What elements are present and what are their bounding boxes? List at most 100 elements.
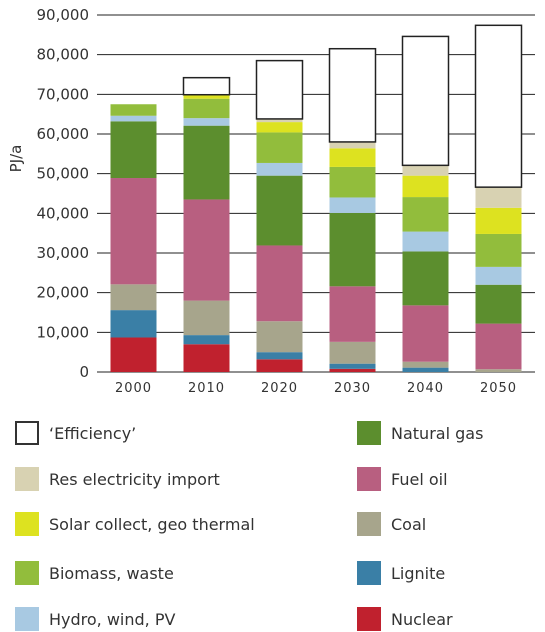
bar-segment xyxy=(402,361,449,368)
bar-segment xyxy=(329,212,376,287)
bar-segment xyxy=(110,337,157,372)
bar-segment xyxy=(401,35,450,167)
bar-segment xyxy=(402,231,449,252)
bar-segment xyxy=(402,305,449,362)
legend-item-lignite: Lignite xyxy=(357,560,445,586)
bar-segment xyxy=(329,363,376,369)
legend-swatch xyxy=(357,421,381,445)
bar-segment xyxy=(474,24,523,188)
bar-segment xyxy=(110,178,157,285)
bar-segment xyxy=(183,98,230,119)
x-tick-label: 2010 xyxy=(188,381,225,396)
y-tick-label: 80,000 xyxy=(37,46,90,64)
bar-segment xyxy=(256,352,303,360)
legend-swatch xyxy=(15,512,39,536)
bar-segment xyxy=(183,335,230,345)
y-tick-label: 0 xyxy=(79,363,89,381)
legend-label: Biomass, waste xyxy=(49,563,174,583)
bar-segment xyxy=(329,368,376,372)
bar-segment xyxy=(256,245,303,322)
bar-segment xyxy=(255,59,304,120)
legend-label: Fuel oil xyxy=(391,469,448,489)
bar-segment xyxy=(183,94,230,99)
bar-segment xyxy=(475,369,522,372)
bar-segment xyxy=(110,121,157,179)
y-tick-label: 90,000 xyxy=(37,6,90,24)
bar-segment xyxy=(183,344,230,372)
legend-swatch xyxy=(357,607,381,631)
y-tick-label: 70,000 xyxy=(37,85,90,103)
legend-swatch xyxy=(357,512,381,536)
legend-item-res-electricity-import: Res electricity import xyxy=(15,466,220,492)
legend-swatch xyxy=(15,561,39,585)
legend-swatch xyxy=(15,467,39,491)
bar-segment xyxy=(183,118,230,126)
y-tick-label: 10,000 xyxy=(37,323,90,341)
legend-label: Natural gas xyxy=(391,423,484,443)
bar-segment xyxy=(110,310,157,338)
legend-label: Nuclear xyxy=(391,609,453,629)
y-tick-label: 30,000 xyxy=(37,244,90,262)
legend-label: Solar collect, geo thermal xyxy=(49,514,255,534)
bar-segment xyxy=(402,251,449,306)
bar-segment xyxy=(475,207,522,234)
bar-segment xyxy=(110,284,157,311)
bar-segment xyxy=(256,132,303,163)
legend-swatch xyxy=(15,421,39,445)
legend-swatch xyxy=(357,561,381,585)
bar-segment xyxy=(329,341,376,364)
x-tick-label: 2020 xyxy=(261,381,298,396)
legend-swatch xyxy=(15,607,39,631)
bar-segment xyxy=(183,300,230,336)
legend-item-natural-gas: Natural gas xyxy=(357,420,483,446)
y-tick-label: 50,000 xyxy=(37,165,90,183)
bar-segment xyxy=(183,199,230,301)
legend-item-hydro-wind-pv: Hydro, wind, PV xyxy=(15,606,175,632)
bar-segment xyxy=(329,141,376,149)
bar-segment xyxy=(402,165,449,176)
bar-segment xyxy=(475,187,522,208)
bar-segment xyxy=(256,359,303,372)
legend-item-biomass-waste: Biomass, waste xyxy=(15,560,174,586)
bar-segment xyxy=(475,284,522,324)
bar-segment xyxy=(256,122,303,133)
bar-segment xyxy=(329,197,376,213)
legend-label: Res electricity import xyxy=(49,469,220,489)
legend-label: Coal xyxy=(391,514,427,534)
bar-segment xyxy=(402,197,449,232)
bar-segment xyxy=(182,76,231,96)
y-tick-label: 60,000 xyxy=(37,125,90,143)
bar-segment xyxy=(475,233,522,267)
bar-segment xyxy=(475,266,522,285)
legend-item-efficiency: ‘Efficiency’ xyxy=(15,420,136,446)
y-tick-label: 40,000 xyxy=(37,204,90,222)
bar-segment xyxy=(110,115,157,122)
legend-label: Lignite xyxy=(391,563,446,583)
legend-item-nuclear: Nuclear xyxy=(357,606,453,632)
legend-item-fuel-oil: Fuel oil xyxy=(357,466,448,492)
bar-segment xyxy=(183,125,230,200)
bar-segment xyxy=(328,47,377,143)
stacked-bar-chart: 0 10,000 20,000 30,000 40,000 50,000 60,000 70,… xyxy=(7,6,535,396)
y-axis-label: PJ/a xyxy=(7,145,25,173)
x-tick-label: 2050 xyxy=(480,381,517,396)
legend-label: Hydro, wind, PV xyxy=(49,609,176,629)
legend-item-coal: Coal xyxy=(357,511,426,537)
x-tick-label: 2000 xyxy=(115,381,152,396)
bar-segment xyxy=(329,166,376,198)
bar-segment xyxy=(256,321,303,353)
bar-segment xyxy=(475,323,522,370)
bar-segment xyxy=(329,286,376,342)
legend: ‘Efficiency’ Res electricity import Sola… xyxy=(0,412,545,632)
y-tick-label: 20,000 xyxy=(37,284,90,302)
x-tick-label: 2040 xyxy=(407,381,444,396)
legend-label: ‘Efficiency’ xyxy=(49,423,137,443)
bar-segment xyxy=(256,162,303,176)
legend-swatch xyxy=(357,467,381,491)
bar-segment xyxy=(402,367,449,372)
bar-segment xyxy=(402,175,449,198)
bar-segment xyxy=(256,175,303,246)
bar-segment xyxy=(256,118,303,123)
x-tick-label: 2030 xyxy=(334,381,371,396)
bar-segment xyxy=(110,104,157,116)
